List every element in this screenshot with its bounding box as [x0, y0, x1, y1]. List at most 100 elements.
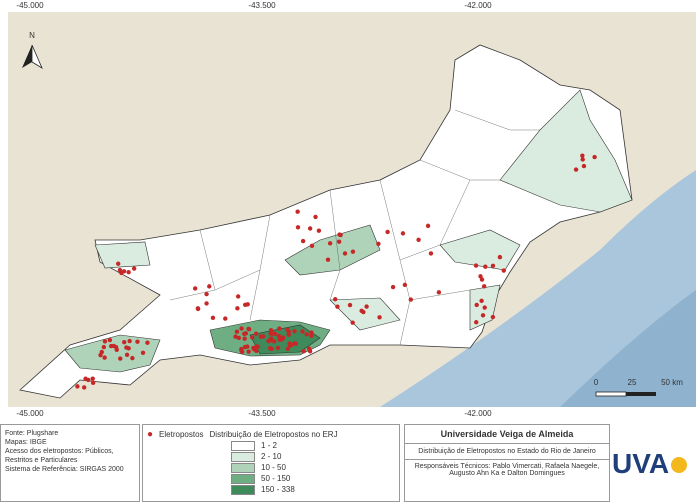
station-dot: [376, 241, 381, 247]
station-dot: [140, 350, 146, 355]
station-dot: [473, 263, 479, 268]
station-dot: [116, 261, 121, 266]
station-dot: [295, 209, 300, 214]
station-dot: [428, 251, 434, 256]
station-dot: [581, 163, 587, 169]
station-dot: [251, 345, 256, 351]
legend-label: 1 - 2: [261, 441, 278, 450]
station-dot: [124, 352, 130, 357]
station-dot: [86, 377, 91, 383]
station-dot: [377, 315, 382, 320]
region: [499, 89, 633, 213]
station-dot: [277, 326, 282, 331]
station-dot: [243, 331, 249, 336]
station-dot: [223, 316, 228, 321]
station-dot: [145, 340, 150, 345]
region: [284, 224, 381, 276]
legend-label: 10 - 50: [261, 463, 286, 472]
sea-deep: [560, 290, 696, 407]
station-dot: [285, 346, 291, 352]
station-dot: [304, 332, 309, 337]
station-dot: [246, 326, 251, 332]
station-dot: [272, 339, 277, 344]
station-dot: [107, 337, 113, 343]
station-dot: [102, 355, 107, 360]
station-dot: [192, 286, 198, 291]
legend-class: 2 - 10: [231, 451, 395, 462]
scale-label: 0: [594, 378, 599, 387]
legend-class: 50 - 150: [231, 473, 395, 484]
station-dot: [234, 329, 240, 334]
north-arrow: [22, 44, 43, 69]
scale-bar: [595, 391, 656, 397]
info-line: Sistema de Referência: SIRGAS 2000: [5, 466, 124, 473]
station-dot: [350, 249, 356, 254]
station-dot: [483, 264, 488, 269]
station-dot: [195, 306, 201, 311]
coord-label: -43.500: [248, 1, 276, 10]
station-dot: [479, 298, 484, 304]
station-dot: [325, 257, 331, 262]
station-dot: [118, 356, 123, 361]
station-dot: [268, 336, 274, 341]
station-dot: [342, 251, 348, 256]
station-dot: [309, 330, 314, 335]
legend-label: 50 - 150: [261, 474, 291, 483]
station-dot: [292, 328, 297, 334]
station-dot: [364, 304, 369, 309]
legend-swatch: [231, 462, 255, 473]
station-dot: [254, 348, 259, 354]
station-dot: [316, 228, 322, 233]
map: N 0 25 50 km -45.000 -43.500 -42.000 -45…: [8, 1, 696, 418]
coord-label: -45.000: [16, 409, 44, 418]
legend-swatch: [231, 440, 255, 451]
station-dot: [300, 238, 306, 244]
station-dot: [239, 349, 245, 354]
station-dot: [479, 277, 485, 282]
station-dot: [474, 302, 479, 308]
coord-label: -45.000: [16, 1, 44, 10]
station-dot: [204, 291, 209, 297]
station-dot: [336, 239, 342, 244]
station-dot: [501, 268, 506, 273]
legend-header: ● Eletropostos Distribuição de Eletropos…: [147, 429, 395, 440]
stations: [75, 153, 597, 390]
logo: UVA: [612, 448, 688, 480]
station-dot: [108, 343, 114, 349]
legend-class: 1 - 2: [231, 440, 395, 451]
station-dot: [235, 294, 241, 299]
station-dot: [327, 241, 333, 246]
station-dot: [233, 334, 238, 339]
station-dot: [90, 380, 96, 386]
title-box: Universidade Veiga de Almeida Distribuiç…: [404, 424, 610, 502]
coord-label: -43.500: [248, 409, 276, 418]
info-line: Mapas: IBGE: [5, 439, 47, 446]
station-dot: [242, 336, 247, 341]
station-dot: [122, 339, 127, 345]
station-dot: [101, 344, 107, 350]
station-dot: [269, 346, 274, 352]
station-dot: [408, 297, 414, 302]
sea: [380, 170, 696, 407]
legend-swatch: [231, 484, 255, 495]
station-dot: [131, 266, 137, 271]
logo-dot: [671, 457, 688, 473]
station-dot: [580, 157, 585, 162]
station-dot: [113, 344, 119, 350]
subtitle: Distribuição de Eletropostos no Estado d…: [405, 444, 609, 460]
station-dot: [295, 225, 301, 230]
station-dot: [307, 226, 313, 231]
station-dot: [279, 337, 285, 342]
station-dot: [268, 327, 274, 333]
legend-classes: 1 - 2 2 - 10 10 - 50 50 - 150 150 - 338: [231, 440, 395, 495]
station-dot: [400, 231, 406, 236]
legend-points: Eletropostos: [159, 430, 204, 439]
station-dot: [127, 338, 132, 344]
legend-title: Distribuição de Eletropostos no ERJ: [209, 430, 338, 439]
station-dot: [301, 349, 306, 354]
station-dot: [289, 342, 294, 347]
station-dot: [480, 313, 486, 318]
info-box: Fonte: Plugshare Mapas: IBGE Acesso dos …: [0, 424, 140, 502]
station-dot: [390, 284, 396, 290]
